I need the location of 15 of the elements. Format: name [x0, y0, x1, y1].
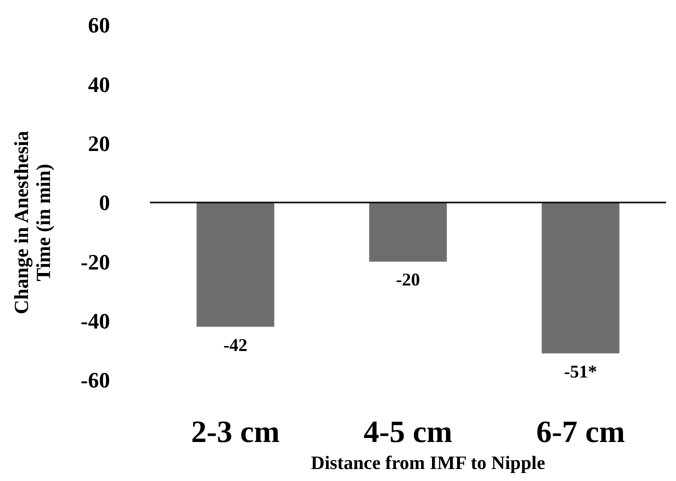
y-tick-label: 0 [99, 190, 110, 216]
y-tick-label: 60 [88, 12, 110, 38]
y-tick-label: 40 [88, 72, 110, 97]
data-label: -20 [396, 270, 420, 290]
y-tick-label: 20 [88, 131, 110, 156]
x-tick-label: 4-5 cm [364, 414, 453, 449]
x-tick-label: 2-3 cm [191, 414, 280, 449]
data-label: -42 [223, 334, 248, 355]
y-tick-label: -40 [80, 308, 110, 334]
y-tick-label: -60 [80, 368, 110, 393]
x-axis-title: Distance from IMF to Nipple [310, 453, 546, 474]
y-axis-title: Change in Anesthesia Time (in min) [11, 130, 55, 314]
data-label: -51* [564, 361, 598, 382]
x-tick-label: 6-7 cm [536, 414, 626, 449]
y-tick-label: -20 [80, 249, 110, 274]
